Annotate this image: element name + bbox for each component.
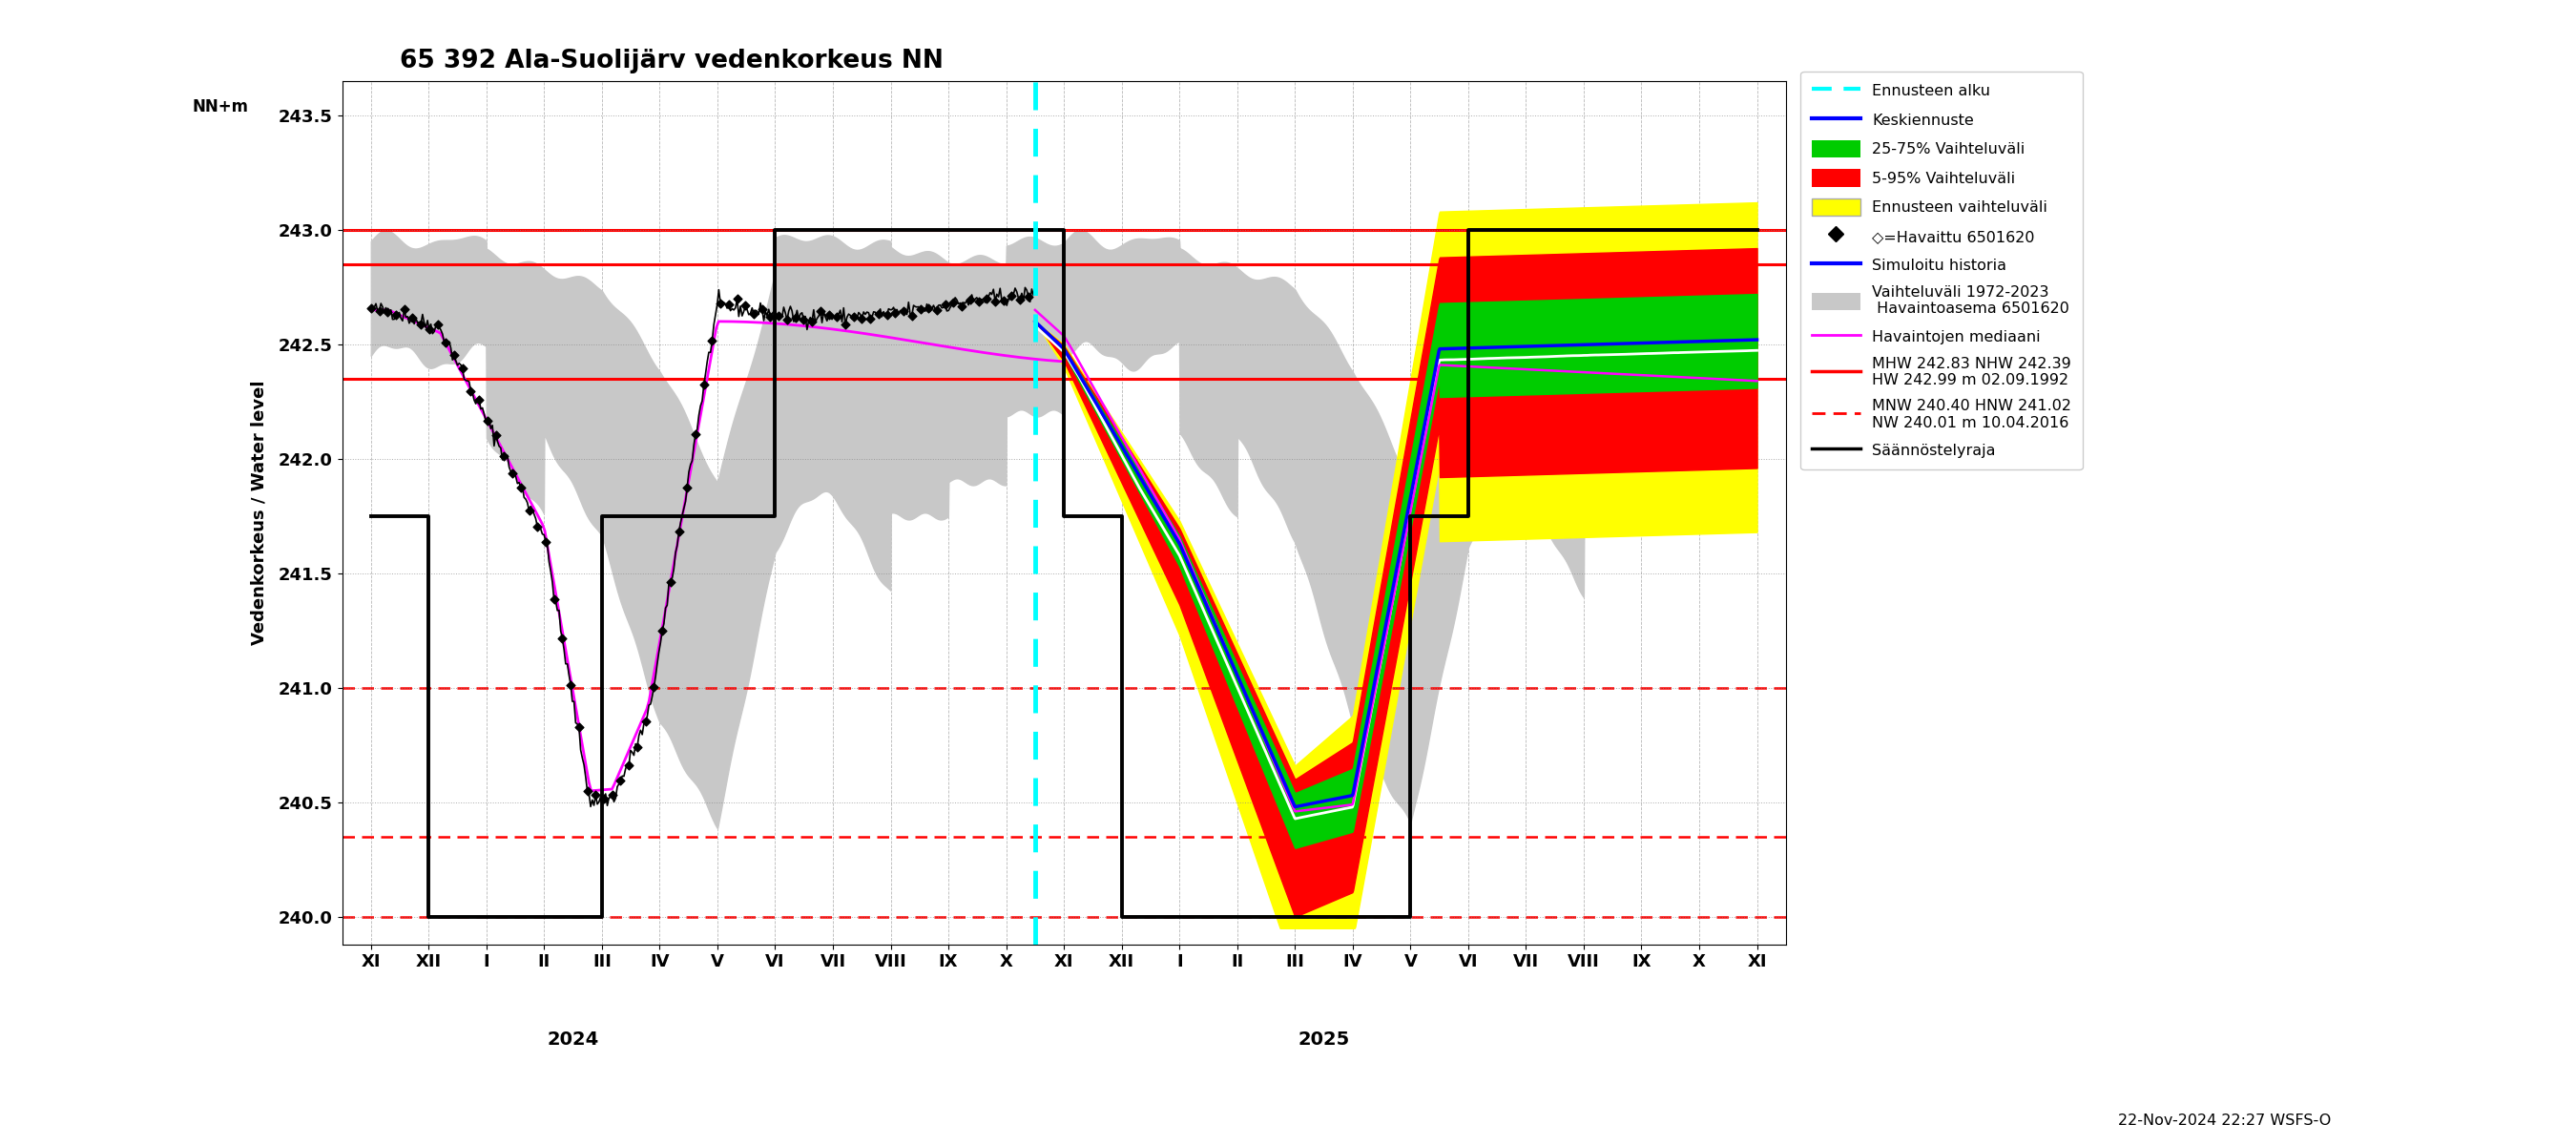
Point xyxy=(366,302,407,321)
Point xyxy=(951,290,992,308)
Point xyxy=(884,302,925,321)
Point xyxy=(492,465,533,483)
Point xyxy=(582,790,623,808)
Point xyxy=(850,309,891,327)
Point xyxy=(484,447,526,465)
Point xyxy=(574,785,616,804)
Point xyxy=(526,532,567,551)
Point xyxy=(690,332,732,350)
Point xyxy=(824,316,866,334)
Point xyxy=(500,479,541,497)
Point xyxy=(425,333,466,352)
Point xyxy=(641,622,683,640)
Point xyxy=(842,309,884,327)
Point xyxy=(559,718,600,736)
Text: 65 392 Ala-Suolijärv vedenkorkeus NN: 65 392 Ala-Suolijärv vedenkorkeus NN xyxy=(399,48,943,73)
Point xyxy=(600,771,641,789)
Point xyxy=(567,782,608,800)
Point xyxy=(958,293,999,311)
Point xyxy=(742,300,783,318)
Legend: Ennusteen alku, Keskiennuste, 25-75% Vaihteluväli, 5-95% Vaihteluväli, Ennusteen: Ennusteen alku, Keskiennuste, 25-75% Vai… xyxy=(1801,71,2081,469)
Text: NN+m: NN+m xyxy=(191,98,247,116)
Point xyxy=(999,290,1041,308)
Point xyxy=(775,308,817,326)
Point xyxy=(817,307,858,325)
Point xyxy=(716,290,757,308)
Text: 22-Nov-2024 22:27 WSFS-O: 22-Nov-2024 22:27 WSFS-O xyxy=(2117,1113,2331,1128)
Point xyxy=(443,360,484,378)
Point xyxy=(907,299,948,317)
Point xyxy=(376,306,417,324)
Point xyxy=(858,305,899,323)
Point xyxy=(917,301,958,319)
Point xyxy=(783,310,824,329)
Point xyxy=(750,307,791,325)
Point xyxy=(809,306,850,324)
Point xyxy=(634,678,675,696)
Point xyxy=(899,300,940,318)
Point xyxy=(791,313,832,331)
Point xyxy=(734,305,775,323)
Point xyxy=(616,737,657,756)
Point xyxy=(410,321,451,339)
Text: 2024: 2024 xyxy=(546,1030,600,1049)
Point xyxy=(984,291,1025,309)
Point xyxy=(992,286,1033,305)
Point xyxy=(724,297,765,315)
Point xyxy=(459,390,500,409)
Point xyxy=(832,308,873,326)
Text: 2025: 2025 xyxy=(1298,1030,1350,1049)
Point xyxy=(708,295,750,314)
Point xyxy=(551,676,592,694)
Point xyxy=(608,756,649,774)
Point xyxy=(799,301,840,319)
Point xyxy=(541,630,582,648)
Y-axis label: Vedenkorkeus / Water level: Vedenkorkeus / Water level xyxy=(250,380,268,645)
Point xyxy=(757,306,799,324)
Point xyxy=(451,381,492,400)
Point xyxy=(891,306,933,324)
Point xyxy=(466,411,507,429)
Point xyxy=(667,477,708,496)
Point xyxy=(659,523,701,542)
Point xyxy=(876,303,917,322)
Point xyxy=(417,315,459,333)
Point xyxy=(533,590,574,608)
Point xyxy=(384,300,425,318)
Point xyxy=(683,376,724,394)
Point xyxy=(933,293,974,311)
Point xyxy=(350,299,392,317)
Point xyxy=(866,306,907,324)
Point xyxy=(592,785,634,804)
Point xyxy=(649,572,690,591)
Point xyxy=(701,294,742,313)
Point xyxy=(626,712,667,731)
Point xyxy=(474,426,515,444)
Point xyxy=(392,309,433,327)
Point xyxy=(507,502,549,520)
Point xyxy=(1007,287,1048,306)
Point xyxy=(518,518,559,536)
Point xyxy=(768,310,809,329)
Point xyxy=(675,425,716,443)
Point xyxy=(925,295,966,314)
Point xyxy=(940,298,981,316)
Point xyxy=(358,302,399,321)
Point xyxy=(433,346,474,364)
Point xyxy=(399,315,440,333)
Point xyxy=(966,290,1007,308)
Point xyxy=(974,292,1015,310)
